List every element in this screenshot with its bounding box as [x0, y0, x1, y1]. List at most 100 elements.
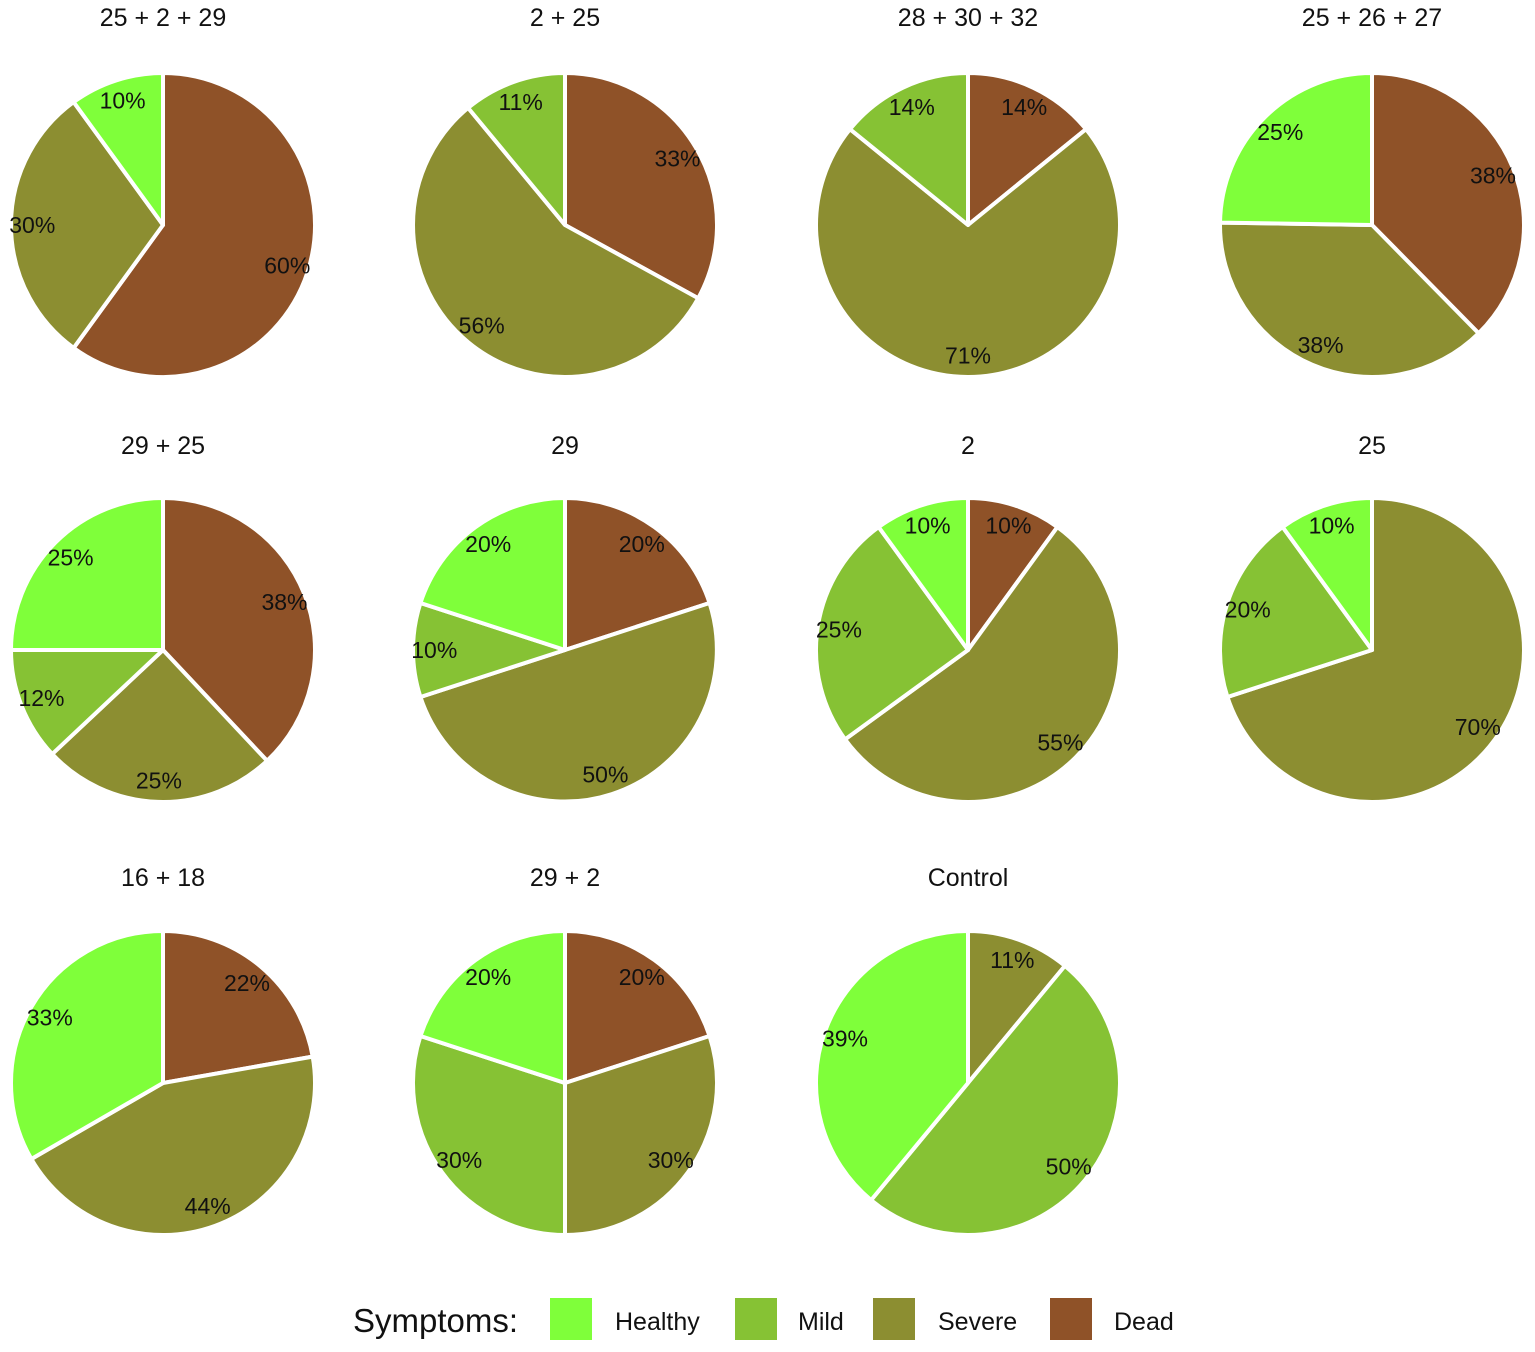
- slice-label-mild: 50%: [1046, 1153, 1092, 1179]
- slice-label-dead: 33%: [654, 146, 700, 172]
- pie-29-25: 29 + 25 38% 25% 12% 25%: [9, 432, 317, 804]
- legend-label-severe: Severe: [938, 1308, 1017, 1336]
- pie-16-18: 16 + 18 22% 44% 33%: [9, 864, 317, 1237]
- slice-mild: [814, 525, 970, 742]
- slice-dead: [563, 71, 719, 301]
- slice-label-healthy: 10%: [905, 513, 951, 539]
- slice-healthy: [814, 929, 970, 1203]
- slice-mild: [466, 71, 567, 227]
- pie-title: 29 + 2: [530, 864, 600, 892]
- slice-label-mild: 25%: [816, 617, 862, 643]
- slice-severe: [814, 127, 1122, 379]
- slice-label-dead: 14%: [1001, 94, 1047, 120]
- legend: Symptoms: Healthy Mild Severe Dead: [353, 1298, 1174, 1340]
- slice-label-mild: 12%: [18, 685, 64, 711]
- slice-dead: [1370, 71, 1526, 336]
- slice-label-dead: 10%: [985, 513, 1031, 539]
- legend-label-dead: Dead: [1114, 1308, 1174, 1336]
- pie-title: 25 + 2 + 29: [100, 4, 227, 32]
- pie-29-2: 29 + 2 20% 30% 30% 20%: [411, 864, 719, 1237]
- pie-title: 2 + 25: [530, 4, 600, 32]
- slice-severe: [50, 648, 270, 804]
- slice-label-dead: 20%: [619, 964, 665, 990]
- slice-label-severe: 38%: [1298, 332, 1344, 358]
- slice-label-dead: 38%: [261, 589, 307, 615]
- slice-label-healthy: 39%: [822, 1026, 868, 1052]
- pie-title: 16 + 18: [121, 864, 205, 892]
- slice-label-severe: 50%: [582, 761, 628, 787]
- legend-swatch-dead: [1050, 1298, 1092, 1340]
- slice-dead: [161, 496, 317, 763]
- slice-label-severe: 30%: [9, 212, 55, 238]
- slice-dead: [71, 71, 317, 379]
- slice-label-healthy: 25%: [48, 545, 94, 571]
- slice-label-healthy: 25%: [1257, 119, 1303, 145]
- slice-label-mild: 20%: [1225, 597, 1271, 623]
- slice-dead: [563, 496, 712, 652]
- slice-label-severe: 30%: [648, 1147, 694, 1173]
- pie-grid: 25 + 2 + 29 60% 30% 10% 2 + 25 33% 56% 11% 28 + …: [9, 4, 1526, 1237]
- pie-title: 25 + 26 + 27: [1302, 4, 1442, 32]
- slice-healthy: [876, 496, 970, 652]
- slice-healthy: [71, 71, 165, 227]
- slice-label-severe: 25%: [136, 768, 182, 794]
- slice-label-severe: 56%: [459, 313, 505, 339]
- slice-mild: [411, 1034, 567, 1237]
- slice-healthy: [9, 496, 165, 652]
- slice-severe: [843, 525, 1122, 804]
- slice-severe: [9, 100, 165, 350]
- pie-2-25: 2 + 25 33% 56% 11%: [411, 4, 719, 379]
- pie-25-2-29: 25 + 2 + 29 60% 30% 10%: [9, 4, 317, 379]
- pie-title: 2: [961, 432, 975, 460]
- slice-healthy: [418, 929, 567, 1085]
- slice-label-dead: 20%: [619, 531, 665, 557]
- slice-severe: [1218, 220, 1481, 379]
- legend-label-healthy: Healthy: [615, 1308, 700, 1336]
- slice-dead: [563, 929, 712, 1085]
- slice-label-severe: 44%: [185, 1193, 231, 1219]
- slice-label-healthy: 33%: [27, 1005, 73, 1031]
- slice-mild: [9, 648, 165, 757]
- slice-severe: [418, 601, 719, 804]
- slice-severe: [411, 105, 701, 379]
- legend-swatch-mild: [735, 1298, 777, 1340]
- slice-mild: [869, 963, 1122, 1237]
- slice-label-healthy: 10%: [1309, 513, 1355, 539]
- slice-dead: [161, 929, 315, 1085]
- slice-label-severe: 55%: [1037, 729, 1083, 755]
- pie-2: 2 10% 55% 25% 10%: [814, 432, 1122, 804]
- pie-25: 25 70% 20% 10%: [1218, 432, 1526, 804]
- slice-label-mild: 14%: [889, 94, 935, 120]
- slice-severe: [563, 1034, 719, 1237]
- slice-mild: [411, 601, 567, 699]
- slice-dead: [966, 496, 1060, 652]
- pie-28-30-32: 28 + 30 + 32 14% 71% 14%: [814, 4, 1122, 379]
- pie-29: 29 20% 50% 10% 20%: [411, 432, 719, 804]
- slice-mild: [848, 71, 970, 227]
- slice-severe: [29, 1054, 317, 1237]
- slice-label-healthy: 20%: [465, 964, 511, 990]
- slice-label-dead: 60%: [264, 252, 310, 278]
- slice-label-healthy: 10%: [100, 88, 146, 114]
- slice-healthy: [1280, 496, 1374, 652]
- slice-label-severe: 11%: [990, 947, 1034, 973]
- pie-title: 29 + 25: [121, 432, 205, 460]
- slice-severe: [966, 929, 1067, 1085]
- pie-control: Control 11% 50% 39%: [814, 864, 1122, 1237]
- pie-title: Control: [928, 864, 1009, 892]
- slice-label-mild: 11%: [499, 89, 543, 115]
- slice-healthy: [1218, 71, 1374, 227]
- slice-label-dead: 22%: [224, 970, 270, 996]
- slice-healthy: [9, 929, 165, 1161]
- slice-healthy: [418, 496, 567, 652]
- legend-title: Symptoms:: [353, 1302, 518, 1339]
- slice-label-mild: 30%: [436, 1147, 482, 1173]
- pie-25-26-27: 25 + 26 + 27 38% 38% 25%: [1218, 4, 1526, 379]
- pie-title: 25: [1358, 432, 1386, 460]
- legend-swatch-severe: [873, 1298, 915, 1340]
- slice-label-dead: 38%: [1470, 162, 1516, 188]
- slice-dead: [966, 71, 1088, 227]
- slice-label-severe: 71%: [945, 343, 991, 369]
- slice-label-healthy: 20%: [465, 531, 511, 557]
